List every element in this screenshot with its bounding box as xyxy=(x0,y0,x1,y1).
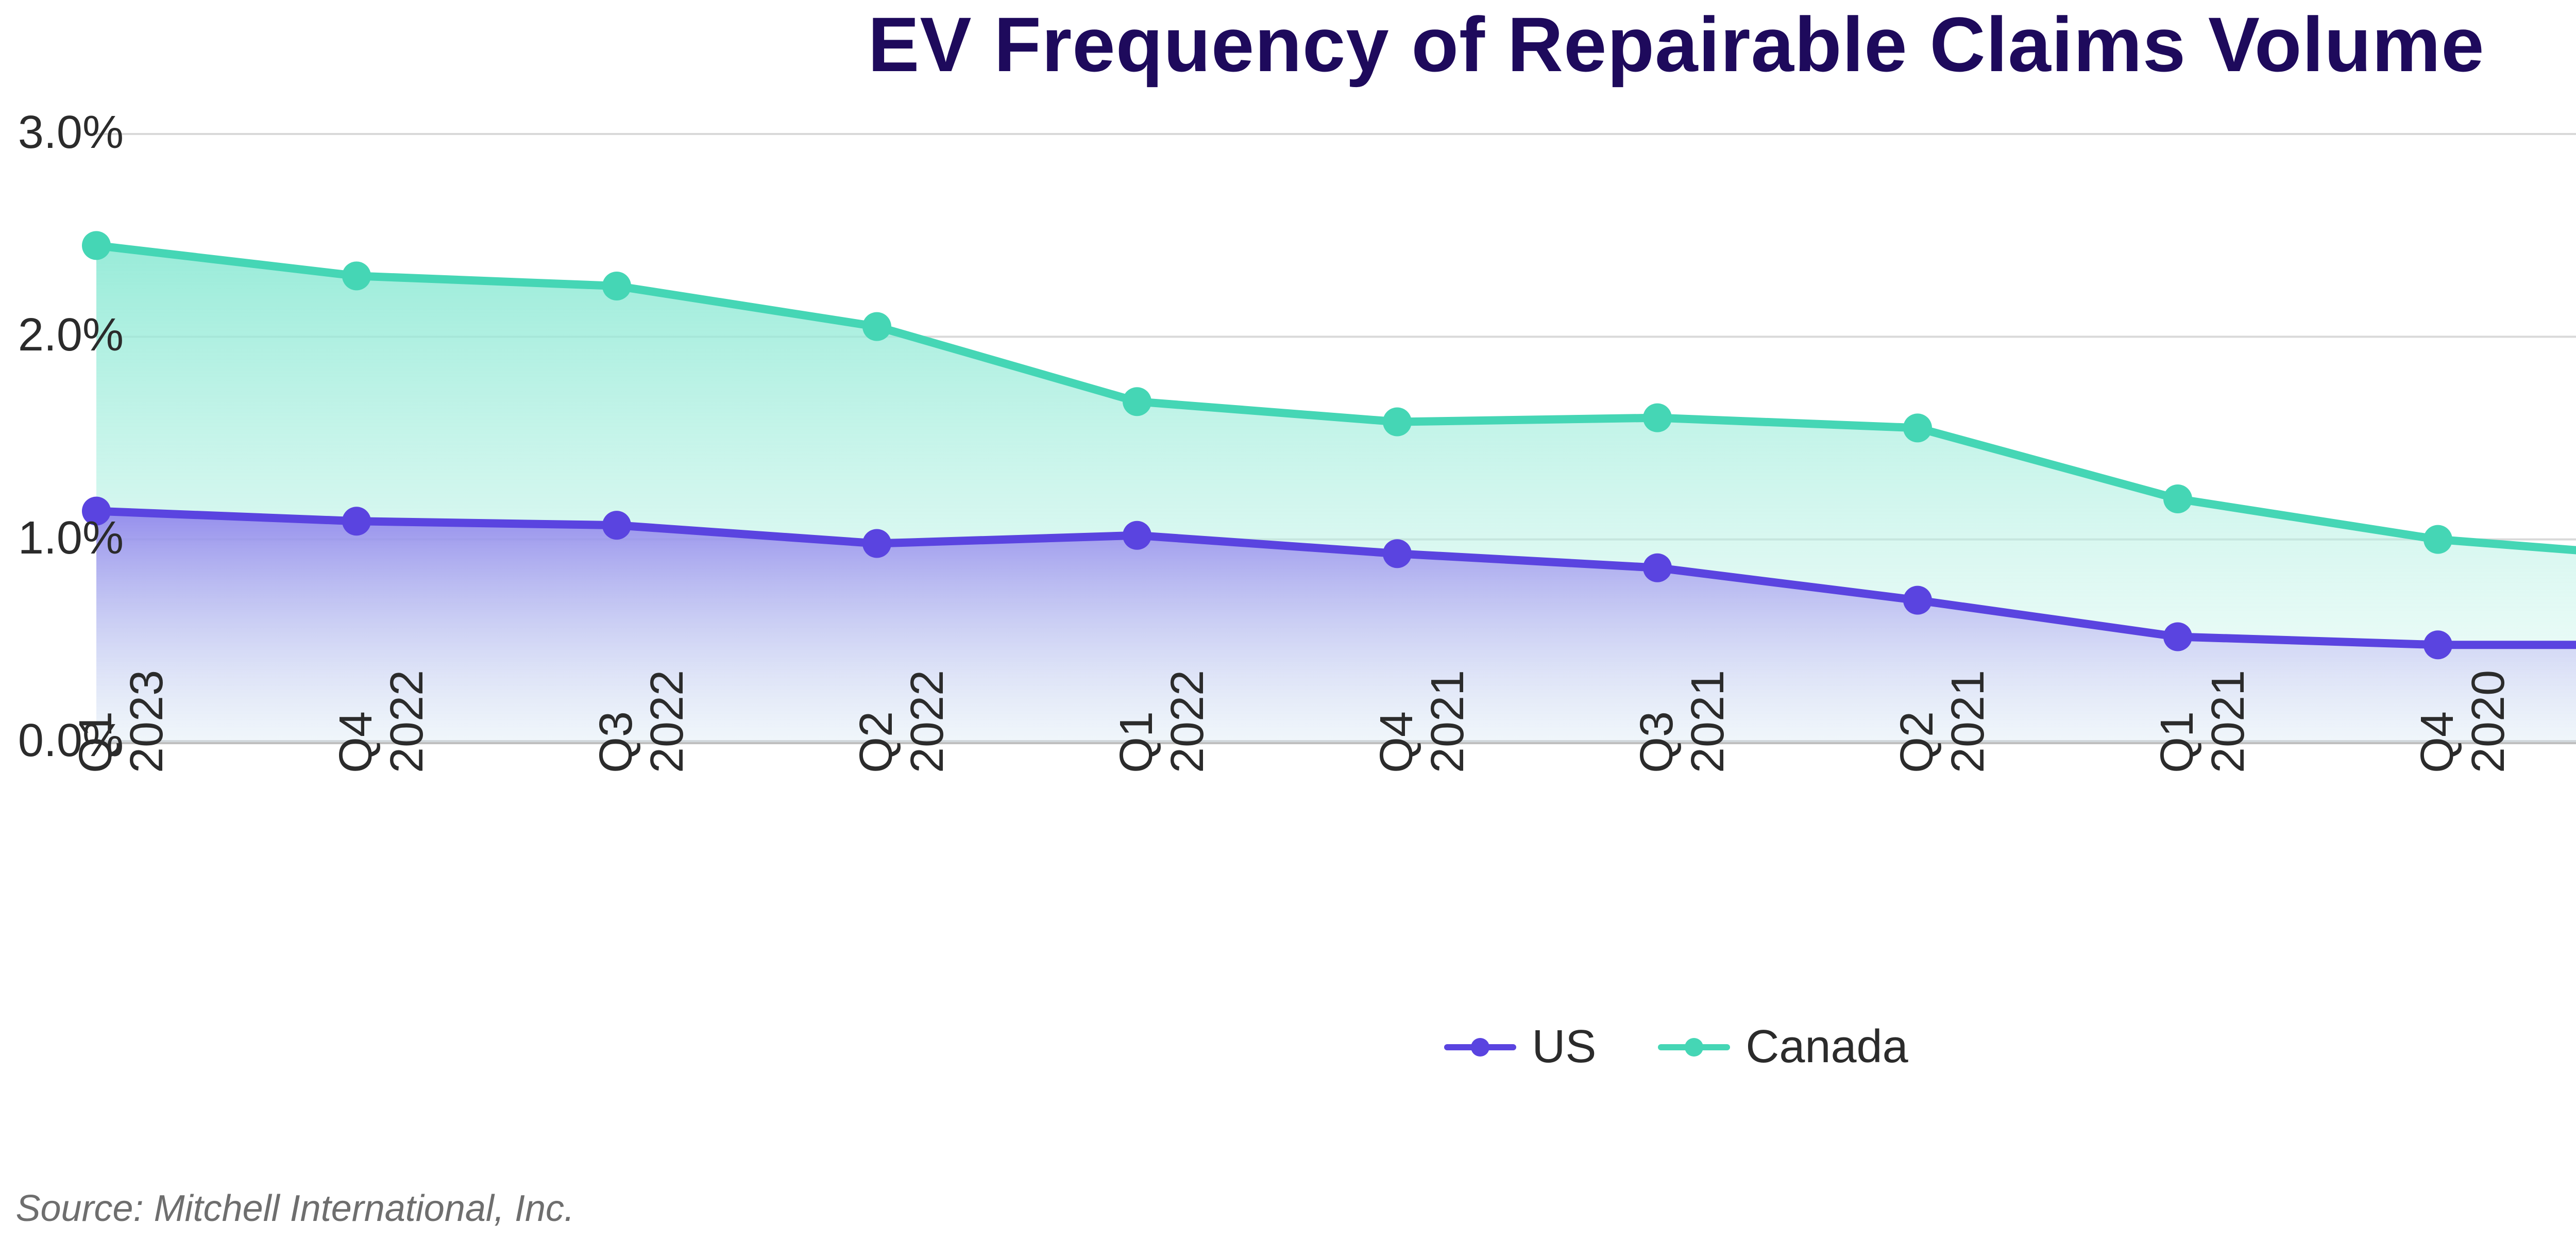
legend-item-canada: Canada xyxy=(1658,1020,1908,1074)
x-axis-label: Q3 2022 xyxy=(591,670,693,773)
x-axis-label: Q4 2022 xyxy=(331,670,433,773)
y-axis-label: 3.0% xyxy=(10,106,124,159)
series-marker-canada xyxy=(1123,387,1151,416)
legend-item-us: US xyxy=(1444,1020,1596,1074)
series-marker-us xyxy=(602,511,631,540)
series-marker-canada xyxy=(602,272,631,300)
series-marker-canada xyxy=(2424,525,2452,554)
series-marker-us xyxy=(2424,630,2452,659)
series-marker-us xyxy=(2163,622,2192,651)
x-axis-label: Q4 2020 xyxy=(2413,670,2515,773)
series-marker-us xyxy=(1903,586,1932,615)
y-axis-label: 2.0% xyxy=(10,309,124,362)
y-axis-label: 1.0% xyxy=(10,512,124,565)
series-marker-us xyxy=(1123,521,1151,550)
x-axis-label: Q3 2021 xyxy=(1632,670,1734,773)
series-marker-canada xyxy=(342,261,371,290)
legend-label: Canada xyxy=(1745,1020,1908,1074)
series-marker-us xyxy=(862,529,891,558)
x-axis-label: Q1 2023 xyxy=(71,670,173,773)
series-marker-us xyxy=(1643,554,1672,582)
legend-label: US xyxy=(1532,1020,1596,1074)
series-marker-canada xyxy=(2163,484,2192,513)
series-marker-canada xyxy=(1903,413,1932,442)
x-axis-label: Q2 2021 xyxy=(1892,670,1994,773)
source-text: Source: Mitchell International, Inc. xyxy=(15,1187,574,1230)
x-axis-label: Q2 2022 xyxy=(852,670,954,773)
x-axis-label: Q1 2022 xyxy=(1112,670,1214,773)
series-marker-us xyxy=(342,507,371,535)
series-marker-us xyxy=(1383,539,1412,568)
legend-swatch xyxy=(1444,1044,1516,1050)
legend-swatch xyxy=(1658,1044,1730,1050)
x-axis-label: Q1 2021 xyxy=(2153,670,2255,773)
series-marker-canada xyxy=(862,312,891,341)
legend: US Canada xyxy=(0,1020,2576,1074)
x-axis-label: Q4 2021 xyxy=(1372,670,1474,773)
series-marker-canada xyxy=(82,231,111,260)
series-marker-canada xyxy=(1383,408,1412,437)
series-marker-canada xyxy=(1643,404,1672,432)
